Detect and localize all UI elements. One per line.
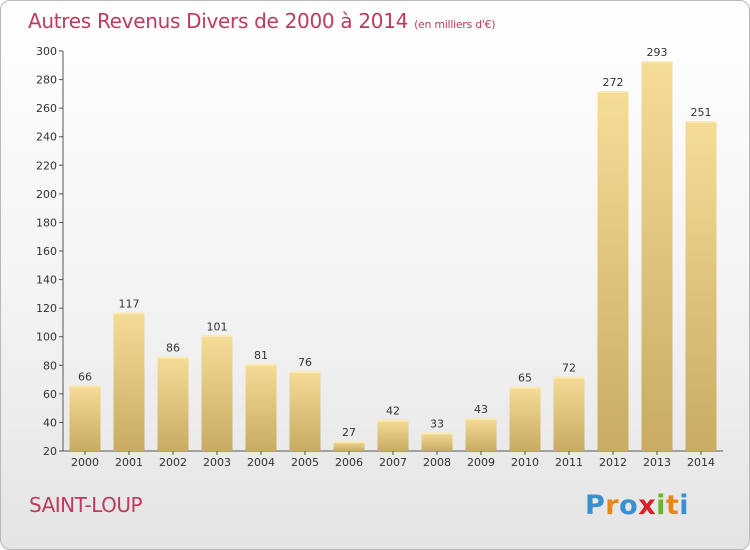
bar-value-label: 81 bbox=[254, 349, 268, 362]
logo-letter: i bbox=[656, 490, 666, 521]
bar-top-highlight bbox=[245, 363, 277, 366]
bar bbox=[685, 121, 717, 451]
proxiti-logo: Proxiti bbox=[585, 490, 689, 521]
bar-value-label: 43 bbox=[474, 403, 488, 416]
bar-top-highlight bbox=[157, 356, 189, 359]
y-tick-label: 60 bbox=[43, 388, 57, 401]
logo-letter: P bbox=[585, 490, 606, 521]
bar-top-highlight bbox=[465, 418, 497, 421]
x-tick-label: 2002 bbox=[159, 456, 187, 469]
bar-value-label: 66 bbox=[78, 370, 92, 383]
y-tick-label: 300 bbox=[36, 45, 57, 58]
bar-value-label: 72 bbox=[562, 362, 576, 375]
bar-top-highlight bbox=[509, 386, 541, 389]
bar bbox=[465, 418, 497, 451]
x-tick-label: 2005 bbox=[291, 456, 319, 469]
bar-top-highlight bbox=[641, 61, 673, 63]
bar-top-highlight bbox=[553, 376, 585, 379]
bar-top-highlight bbox=[377, 419, 409, 422]
bar bbox=[201, 335, 233, 451]
y-tick-label: 220 bbox=[36, 159, 57, 172]
x-tick-label: 2014 bbox=[687, 456, 715, 469]
bar bbox=[509, 386, 541, 451]
bar bbox=[333, 441, 365, 451]
y-tick-label: 180 bbox=[36, 216, 57, 229]
bar bbox=[245, 363, 277, 451]
x-tick-label: 2009 bbox=[467, 456, 495, 469]
bar-top-highlight bbox=[69, 385, 101, 388]
x-tick-label: 2000 bbox=[71, 456, 99, 469]
bar-top-highlight bbox=[333, 441, 365, 443]
bar-value-label: 117 bbox=[119, 297, 140, 310]
bar bbox=[641, 61, 673, 451]
y-axis: 20 40 60 80 100 120 140 160 180 200 220 240 260 280 30… bbox=[36, 45, 64, 458]
y-tick-label: 100 bbox=[36, 331, 57, 344]
bar-value-label: 293 bbox=[647, 46, 668, 59]
bar bbox=[69, 385, 101, 451]
x-tick-label: 2001 bbox=[115, 456, 143, 469]
x-tick-label: 2006 bbox=[335, 456, 363, 469]
chart-title: Autres Revenus Divers de 2000 à 2014 (en … bbox=[28, 9, 496, 33]
bar bbox=[157, 356, 189, 451]
x-tick-label: 2012 bbox=[599, 456, 627, 469]
bar-top-highlight bbox=[597, 91, 629, 93]
bar-value-label: 76 bbox=[298, 356, 312, 369]
x-tick-label: 2010 bbox=[511, 456, 539, 469]
bar bbox=[421, 432, 453, 451]
bar bbox=[597, 91, 629, 451]
y-tick-label: 280 bbox=[36, 74, 57, 87]
data-labels: 66 117 86 101 81 76 27 42 33 43 65 72 272 293 251 bbox=[78, 46, 712, 439]
y-tick-label: 80 bbox=[43, 359, 57, 372]
y-tick-label: 240 bbox=[36, 131, 57, 144]
logo-letter: t bbox=[665, 490, 680, 521]
y-tick-label: 40 bbox=[43, 416, 57, 429]
y-tick-label: 20 bbox=[43, 445, 57, 458]
logo-letter: o bbox=[619, 490, 639, 521]
y-tick-label: 260 bbox=[36, 102, 57, 115]
logo-letter: i bbox=[679, 490, 690, 521]
x-tick-label: 2003 bbox=[203, 456, 231, 469]
x-tick-label: 2011 bbox=[555, 456, 583, 469]
bar-value-label: 27 bbox=[342, 426, 356, 439]
bar-value-label: 101 bbox=[207, 320, 228, 333]
bar-top-highlight bbox=[685, 121, 717, 123]
x-tick-label: 2004 bbox=[247, 456, 275, 469]
x-tick-label: 2013 bbox=[643, 456, 671, 469]
x-axis: 2000 2001 2002 2003 2004 2005 2006 2007 2008 2009… bbox=[63, 450, 723, 469]
bar-top-highlight bbox=[113, 312, 145, 315]
bar-value-label: 33 bbox=[430, 417, 444, 430]
logo-letter: x bbox=[638, 490, 657, 521]
y-tick-label: 200 bbox=[36, 188, 57, 201]
y-tick-label: 140 bbox=[36, 274, 57, 287]
bar bbox=[113, 312, 145, 451]
x-tick-label: 2008 bbox=[423, 456, 451, 469]
bar-top-highlight bbox=[289, 371, 321, 373]
y-tick-label: 120 bbox=[36, 302, 57, 315]
bar-top-highlight bbox=[421, 432, 453, 435]
commune-name: SAINT-LOUP bbox=[29, 493, 143, 517]
bar bbox=[289, 371, 321, 451]
bar-value-label: 86 bbox=[166, 342, 180, 355]
bar-series bbox=[69, 61, 717, 451]
x-tick-label: 2007 bbox=[379, 456, 407, 469]
bar bbox=[377, 419, 409, 451]
bar-top-highlight bbox=[201, 335, 233, 338]
bar-value-label: 42 bbox=[386, 405, 400, 418]
bar bbox=[553, 376, 585, 451]
logo-letter: r bbox=[605, 490, 620, 521]
bar-value-label: 251 bbox=[691, 106, 712, 119]
bar-value-label: 65 bbox=[518, 372, 532, 385]
y-tick-label: 160 bbox=[36, 245, 57, 258]
chart-title-text: Autres Revenus Divers de 2000 à 2014 bbox=[28, 9, 409, 33]
bar-value-label: 272 bbox=[603, 76, 624, 89]
chart-subtitle: (en milliers d'€) bbox=[414, 18, 496, 31]
